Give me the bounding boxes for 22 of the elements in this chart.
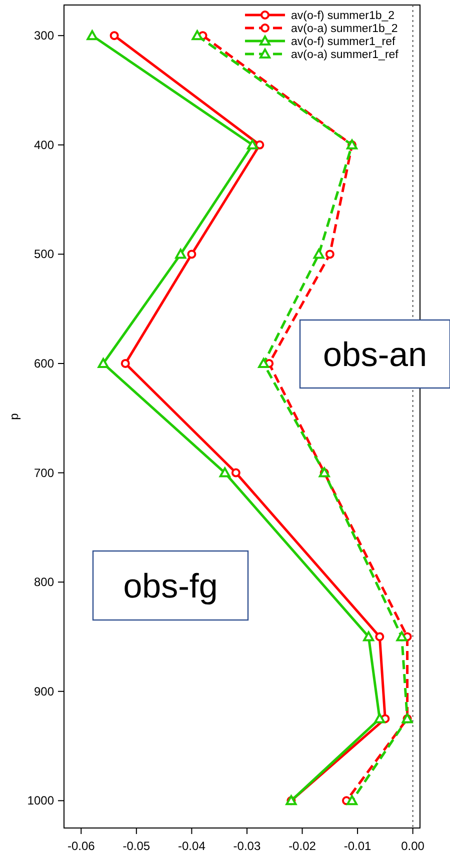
y-axis-title: p [7,412,21,420]
y-tick-label: 400 [34,138,54,152]
x-tick-label: -0.06 [67,839,96,853]
y-tick-label: 900 [34,684,54,698]
annotation: obs-an [323,336,427,374]
x-tick-label: -0.02 [288,839,316,853]
x-tick-label: -0.03 [233,839,261,853]
legend-label: av(o-a) summer1_ref [291,49,400,61]
annotation: obs-fg [123,568,218,606]
legend-label: av(o-f) summer1_ref [291,36,396,48]
y-tick-label: 1000 [27,794,54,808]
x-tick-label: 0.00 [401,839,425,853]
legend-label: av(o-a) summer1b_2 [291,23,398,35]
legend-label: av(o-f) summer1b_2 [291,10,395,22]
y-tick-label: 600 [34,356,54,370]
x-tick-label: -0.05 [122,839,150,853]
y-tick-label: 800 [34,575,54,590]
x-tick-label: -0.04 [178,839,206,853]
y-tick-label: 300 [34,28,54,43]
y-tick-label: 700 [34,466,54,480]
x-tick-label: -0.01 [344,839,372,853]
y-tick-label: 500 [34,247,54,262]
